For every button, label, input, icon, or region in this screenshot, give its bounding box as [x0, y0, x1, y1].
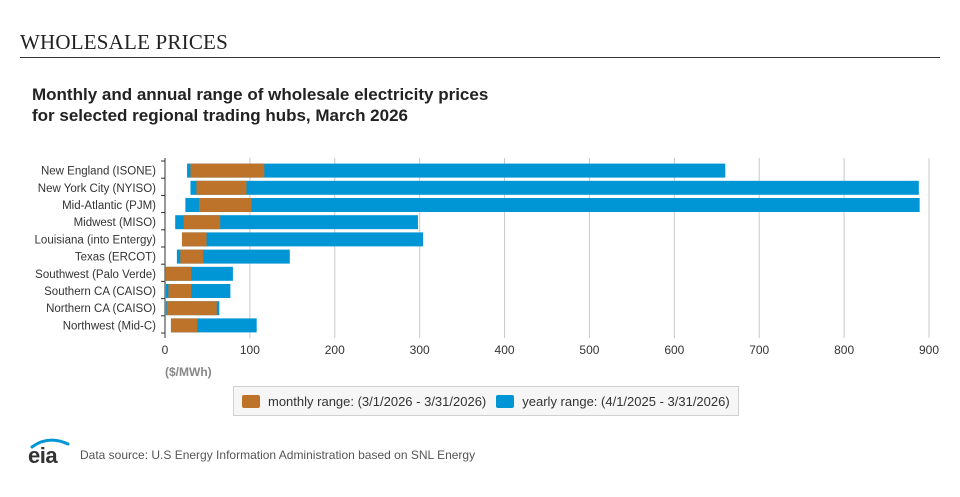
footer: eia Data source: U.S Energy Information …	[28, 438, 476, 468]
x-tick-label: 700	[749, 343, 769, 357]
yearly-range-bar	[176, 249, 290, 264]
monthly-range-bar	[196, 180, 247, 195]
data-source: Data source: U.S Energy Information Admi…	[80, 448, 476, 462]
chart-title-line-1: Monthly and annual range of wholesale el…	[32, 85, 489, 104]
category-label: New England (ISONE)	[41, 166, 156, 178]
x-tick-label: 500	[579, 343, 599, 357]
category-label: Southern CA (CAISO)	[44, 286, 156, 298]
yearly-range-bar	[175, 215, 418, 230]
chart-legend: monthly range: (3/1/2026 - 3/31/2026) ye…	[233, 386, 739, 416]
section-divider	[20, 57, 940, 58]
monthly-range-bar	[166, 301, 217, 316]
chart-title: Monthly and annual range of wholesale el…	[32, 84, 732, 126]
monthly-range-bar	[181, 232, 207, 247]
monthly-range-bar	[198, 198, 252, 212]
yearly-range-bar	[187, 163, 726, 178]
x-tick-label: 200	[325, 343, 345, 357]
monthly-range-bar	[165, 266, 192, 281]
legend-item-yearly[interactable]: yearly range: (4/1/2025 - 3/31/2026)	[496, 393, 730, 409]
legend-item-monthly[interactable]: monthly range: (3/1/2026 - 3/31/2026)	[242, 394, 486, 409]
eia-logo[interactable]: eia	[28, 438, 72, 468]
x-tick-label: 300	[410, 343, 430, 357]
monthly-range-bar	[170, 318, 198, 333]
category-label: Southwest (Palo Verde)	[35, 269, 156, 281]
legend-swatch-monthly	[242, 394, 260, 408]
yearly-range-bar	[181, 232, 424, 247]
x-axis-unit-label: ($/MWh)	[165, 365, 212, 379]
category-label: Mid-Atlantic (PJM)	[62, 200, 156, 212]
chart-title-line-2: for selected regional trading hubs, Marc…	[32, 106, 408, 125]
legend-label-monthly: monthly range: (3/1/2026 - 3/31/2026)	[268, 393, 487, 409]
monthly-range-bar	[190, 163, 265, 178]
category-label: Northern CA (CAISO)	[46, 303, 156, 315]
monthly-range-bar	[168, 284, 192, 298]
x-tick-label: 0	[162, 343, 169, 357]
x-tick-label: 100	[240, 343, 260, 357]
yearly-range-bar	[185, 198, 920, 212]
legend-label-yearly: yearly range: (4/1/2025 - 3/31/2026)	[522, 393, 730, 409]
eia-logo-arc-icon	[30, 438, 70, 449]
x-tick-label: 400	[495, 343, 515, 357]
x-tick-label: 900	[919, 343, 939, 357]
monthly-range-bar	[180, 249, 204, 264]
eia-logo-text: eia	[28, 443, 58, 468]
category-label: Texas (ERCOT)	[75, 252, 156, 264]
category-label: Midwest (MISO)	[74, 217, 157, 229]
category-label: New York City (NYISO)	[38, 183, 156, 195]
x-tick-label: 600	[664, 343, 684, 357]
yearly-range-bar	[190, 180, 919, 195]
category-label: Northwest (Mid-C)	[63, 320, 156, 332]
section-title: WHOLESALE PRICES	[20, 30, 228, 54]
legend-swatch-yearly	[496, 394, 515, 408]
monthly-range-bar	[183, 215, 221, 230]
category-label: Louisiana (into Entergy)	[35, 234, 157, 246]
x-tick-label: 800	[834, 343, 854, 357]
